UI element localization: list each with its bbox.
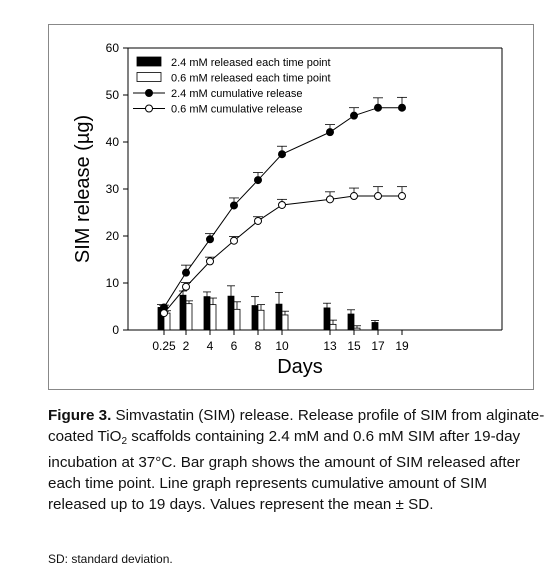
- data-point: [160, 309, 168, 318]
- x-tick-label: 4: [207, 339, 214, 353]
- bar: [275, 303, 283, 331]
- x-axis-title: Days: [277, 356, 323, 378]
- legend-swatch: [136, 72, 162, 82]
- y-tick-label: 20: [106, 229, 120, 243]
- legend-label: 0.6 mM released each time point: [171, 73, 331, 85]
- footnote: SD: standard deviation.: [48, 552, 173, 566]
- x-tick-label: 19: [395, 339, 409, 353]
- caption-text-2: scaffolds containing 2.4 mM and 0.6 mM S…: [48, 428, 521, 513]
- y-tick-label: 60: [106, 41, 120, 55]
- legend-label: 0.6 mM cumulative release: [171, 104, 302, 116]
- data-point: [278, 200, 286, 209]
- legend-marker: [145, 89, 153, 97]
- bar: [281, 314, 289, 331]
- data-point: [206, 235, 214, 244]
- data-point: [182, 282, 190, 291]
- bar: [323, 307, 331, 331]
- x-tick-label: 8: [255, 339, 262, 353]
- bar: [185, 303, 193, 331]
- figure-frame: 0 10 20 30 40 50 60 0.25 2 4 6 8 10 13 15 17 19 Days SIM r…: [48, 24, 534, 390]
- legend-label: 2.4 mM cumulative release: [171, 88, 302, 100]
- y-tick-label: 50: [106, 88, 120, 102]
- x-tick-label: 0.25: [152, 339, 176, 353]
- y-tick-label: 40: [106, 135, 120, 149]
- x-tick-label: 15: [347, 339, 361, 353]
- bar: [371, 322, 379, 331]
- legend-swatch: [136, 56, 162, 67]
- x-tick-label: 13: [323, 339, 337, 353]
- data-point: [398, 192, 406, 201]
- bar: [257, 309, 265, 331]
- y-axis-title: SIM release (µg): [72, 115, 94, 263]
- y-tick-label: 30: [106, 182, 120, 196]
- data-point: [206, 257, 214, 266]
- bar: [329, 323, 337, 331]
- caption-text-1: Simvastatin (SIM) release. Release profi…: [48, 407, 545, 445]
- bar: [227, 295, 235, 331]
- data-point: [326, 195, 334, 204]
- series-line: [163, 195, 402, 314]
- bar: [233, 308, 241, 331]
- x-tick-label: 17: [371, 339, 385, 353]
- data-point: [230, 236, 238, 245]
- bar: [353, 327, 361, 331]
- data-point: [374, 192, 382, 201]
- data-point: [254, 176, 262, 185]
- y-tick-label: 0: [112, 323, 119, 337]
- bar: [209, 304, 217, 331]
- data-point: [350, 192, 358, 201]
- data-point: [254, 216, 262, 225]
- data-point: [230, 201, 238, 210]
- data-point: [398, 103, 406, 112]
- x-tick-label: 10: [275, 339, 289, 353]
- bar: [347, 313, 355, 331]
- bar: [179, 294, 187, 331]
- bar: [251, 305, 259, 331]
- data-point: [182, 268, 190, 277]
- bar: [203, 296, 211, 331]
- data-point: [350, 111, 358, 120]
- x-tick-label: 6: [231, 339, 238, 353]
- legend-label: 2.4 mM released each time point: [171, 57, 331, 69]
- release-chart: 0 10 20 30 40 50 60 0.25 2 4 6 8 10 13 15 17 19 Days SIM r…: [72, 41, 503, 378]
- caption-subscript: 2: [121, 436, 128, 447]
- legend-marker: [145, 104, 153, 113]
- caption-label: Figure 3.: [48, 407, 112, 424]
- data-point: [278, 150, 286, 159]
- data-point: [326, 128, 334, 137]
- x-tick-label: 2: [183, 339, 190, 353]
- series-line: [163, 107, 402, 308]
- figure-caption: Figure 3. Simvastatin (SIM) release. Rel…: [48, 405, 548, 515]
- y-tick-label: 10: [106, 276, 120, 290]
- data-point: [374, 103, 382, 112]
